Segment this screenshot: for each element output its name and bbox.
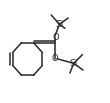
Text: Si: Si (70, 59, 78, 68)
Text: O: O (51, 54, 58, 63)
Text: O: O (52, 33, 59, 42)
Text: Si: Si (55, 20, 64, 29)
